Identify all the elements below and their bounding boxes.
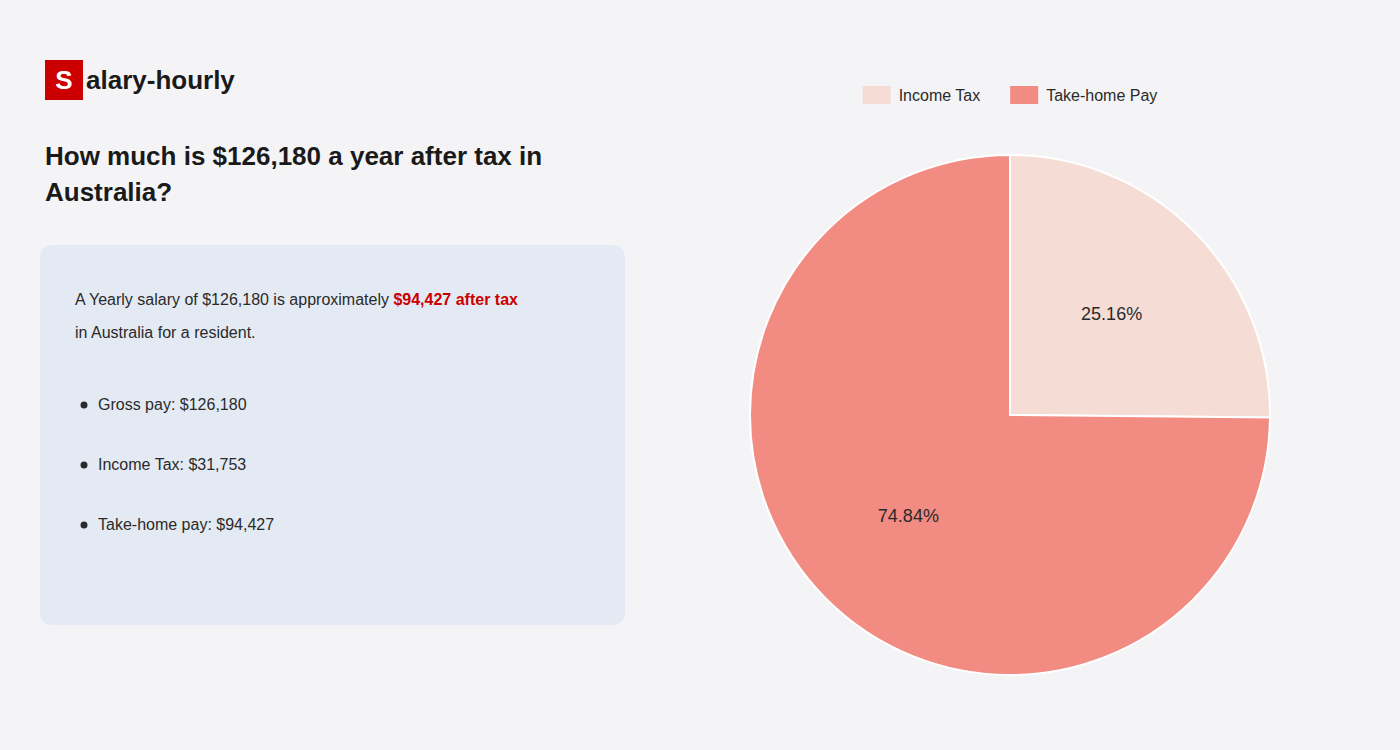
legend-item: Take-home Pay xyxy=(1010,86,1157,104)
description-text: A Yearly salary of $126,180 is approxima… xyxy=(75,291,393,308)
bullet-dot xyxy=(81,522,88,529)
logo-box xyxy=(45,60,83,100)
pie-slice xyxy=(750,155,1270,675)
legend-label: Income Tax xyxy=(899,87,981,104)
bullet: Gross pay: $126,180 xyxy=(98,396,247,413)
pie xyxy=(750,155,1270,675)
chart: Salary-hourly How much is $126,180 a year… xyxy=(0,0,1400,750)
title-line: Australia? xyxy=(45,177,172,207)
background xyxy=(0,0,1400,750)
description-highlight: $94,427 after tax xyxy=(393,291,518,308)
data-label: 74.84% xyxy=(878,506,939,526)
legend-label: Take-home Pay xyxy=(1046,87,1157,104)
legend: Income Tax Take-home Pay xyxy=(863,86,1158,104)
data-labels: 25.16% 74.84% xyxy=(878,304,1142,525)
legend-swatch xyxy=(863,86,891,104)
text-panel: Salary-hourly How much is $126,180 a year… xyxy=(40,60,625,625)
bullet: Income Tax: $31,753 xyxy=(98,456,246,473)
info-box xyxy=(40,245,625,625)
title: How much is $126,180 a year after tax in… xyxy=(45,141,542,207)
bullet-dot xyxy=(81,402,88,409)
pie-slice xyxy=(1010,155,1270,418)
description-end: in Australia for a resident. xyxy=(75,324,256,341)
data-label: 25.16% xyxy=(1081,304,1142,324)
bullet: Take-home pay: $94,427 xyxy=(98,516,274,533)
logo-text: alary-hourly xyxy=(86,65,235,95)
title-line: How much is $126,180 a year after tax in xyxy=(45,141,542,171)
logo-letter: S xyxy=(55,65,72,95)
bullet-dot xyxy=(81,462,88,469)
legend-item: Income Tax xyxy=(863,86,981,104)
legend-swatch xyxy=(1010,86,1038,104)
description: A Yearly salary of $126,180 is approxima… xyxy=(75,291,518,308)
